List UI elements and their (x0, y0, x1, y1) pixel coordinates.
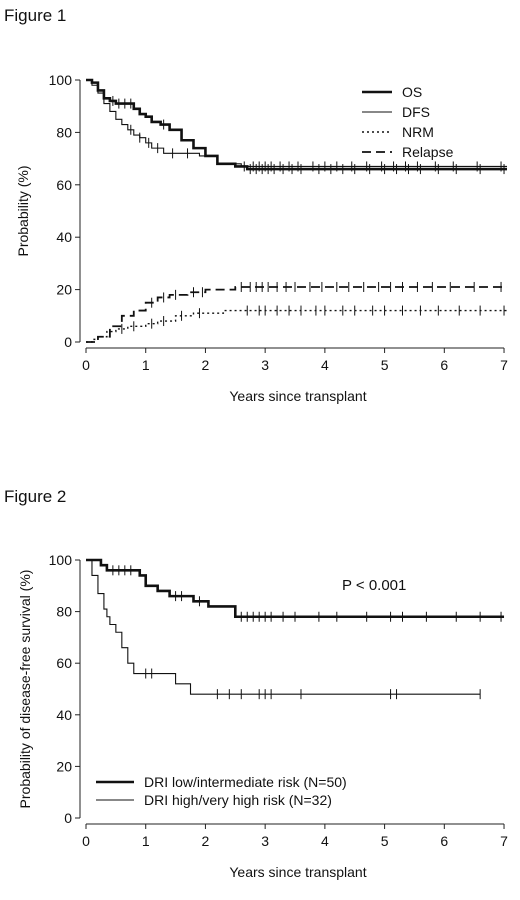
x-tick-label: 6 (440, 833, 448, 849)
series-line-2 (86, 309, 508, 343)
y-tick-label: 100 (49, 72, 73, 88)
legend-label-1: DRI high/very high risk (N=32) (144, 792, 332, 808)
figure-2-label: Figure 2 (4, 487, 67, 506)
y-tick-label: 60 (56, 177, 72, 193)
figure-1-chart: 0 20 40 60 80 100 0 1 2 3 4 5 6 7 Years since transpla… (15, 72, 508, 404)
y-tick-label: 60 (56, 655, 72, 671)
x-tick-label: 6 (440, 357, 448, 373)
figure-1-label: Figure 1 (4, 6, 67, 25)
x-tick-label: 5 (381, 357, 389, 373)
x-tick-label: 4 (321, 357, 329, 373)
x-tick-label: 4 (321, 833, 329, 849)
x-tick-label: 1 (142, 833, 150, 849)
y-tick-label: 0 (64, 810, 72, 826)
y-tick-label: 0 (64, 334, 72, 350)
x-tick-label: 1 (142, 357, 150, 373)
series-line-3 (86, 286, 508, 343)
legend-label-0: OS (402, 84, 422, 100)
x-tick-label: 7 (500, 357, 508, 373)
y-tick-label: 40 (56, 229, 72, 245)
x-tick-label: 5 (381, 833, 389, 849)
x-tick-label: 7 (500, 833, 508, 849)
figure-2-chart: 0 20 40 60 80 100 0 1 2 3 4 5 6 7 Years since transpla… (17, 552, 508, 880)
y-tick-label: 80 (56, 124, 72, 140)
p-value-annotation: P < 0.001 (342, 577, 406, 594)
series-line-1 (86, 79, 508, 168)
y-tick-label: 80 (56, 604, 72, 620)
legend-label-0: DRI low/intermediate risk (N=50) (144, 774, 347, 790)
x-tick-label: 2 (202, 357, 210, 373)
legend-label-1: DFS (402, 104, 430, 120)
y-axis-title: Probability of disease-free survival (%) (17, 570, 33, 809)
series-line-1 (86, 559, 481, 695)
legend-label-3: Relapse (402, 144, 454, 160)
y-tick-label: 20 (56, 758, 72, 774)
y-tick-label: 20 (56, 282, 72, 298)
x-tick-label: 0 (82, 357, 90, 373)
series-line-0 (86, 558, 505, 619)
y-tick-label: 40 (56, 707, 72, 723)
x-tick-label: 3 (261, 833, 269, 849)
x-tick-label: 0 (82, 833, 90, 849)
x-tick-label: 2 (202, 833, 210, 849)
y-tick-label: 100 (49, 552, 73, 568)
x-axis-title: Years since transplant (229, 388, 366, 404)
legend-label-2: NRM (402, 124, 434, 140)
y-axis-title: Probability (%) (15, 165, 31, 256)
x-axis-title: Years since transplant (229, 864, 366, 880)
x-tick-label: 3 (261, 357, 269, 373)
